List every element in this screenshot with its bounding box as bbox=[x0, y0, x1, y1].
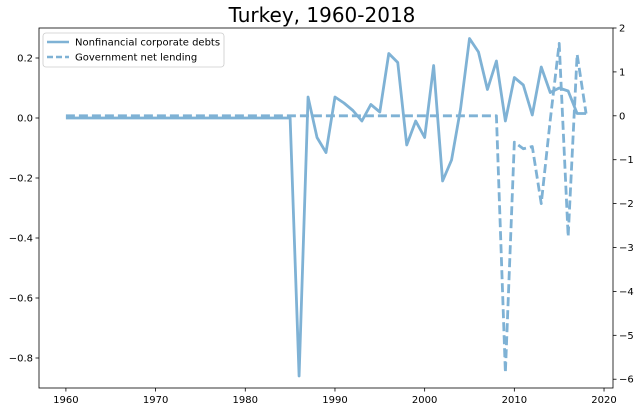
plot-frame bbox=[38, 27, 614, 389]
y-tick-label: −0.8 bbox=[9, 354, 33, 365]
x-tick-label: 2010 bbox=[502, 395, 527, 406]
y-tick-label: −0.4 bbox=[9, 234, 33, 245]
y-tick-label: 0.2 bbox=[17, 54, 33, 65]
y2-tick-label: 2 bbox=[619, 24, 625, 35]
x-tick-label: 1970 bbox=[143, 395, 168, 406]
x-tick-label: 2000 bbox=[412, 395, 437, 406]
chart-title: Turkey, 1960-2018 bbox=[228, 3, 416, 27]
series-line-nonfinancial-corporate-debts bbox=[65, 37, 587, 378]
series-line-government-net-lending bbox=[65, 41, 588, 375]
x-tick-label: 1980 bbox=[233, 395, 258, 406]
y2-tick-label: −3 bbox=[619, 243, 634, 254]
y2-tick-label: −4 bbox=[619, 287, 634, 298]
legend-box bbox=[42, 32, 225, 68]
x-tick-label: 2020 bbox=[591, 395, 616, 406]
legend-label-government-net-lending: Government net lending bbox=[75, 53, 197, 64]
series-layer bbox=[65, 37, 588, 378]
legend-label-nonfinancial-corporate-debts: Nonfinancial corporate debts bbox=[75, 38, 220, 49]
legend: Nonfinancial corporate debts Government … bbox=[42, 32, 225, 68]
y2-tick-label: −5 bbox=[619, 331, 634, 342]
x-tick-label: 1960 bbox=[53, 395, 78, 406]
y-tick-label: 0.0 bbox=[17, 114, 33, 125]
y2-tick-label: −1 bbox=[619, 155, 634, 166]
y2-tick-label: −2 bbox=[619, 199, 634, 210]
x-axis: 1960 1970 1980 1990 2000 2010 2020 bbox=[53, 388, 617, 406]
y-tick-label: −0.6 bbox=[9, 294, 33, 305]
x-tick-label: 1990 bbox=[322, 395, 347, 406]
y2-tick-label: 1 bbox=[619, 67, 625, 78]
y2-tick-label: −6 bbox=[619, 375, 634, 386]
y-axis-left: 0.2 0.0 −0.2 −0.4 −0.6 −0.8 bbox=[9, 54, 39, 365]
y2-tick-label: 0 bbox=[619, 111, 625, 122]
y-tick-label: −0.2 bbox=[9, 174, 33, 185]
y-axis-right: 2 1 0 −1 −2 −3 −4 −5 −6 bbox=[613, 24, 634, 386]
